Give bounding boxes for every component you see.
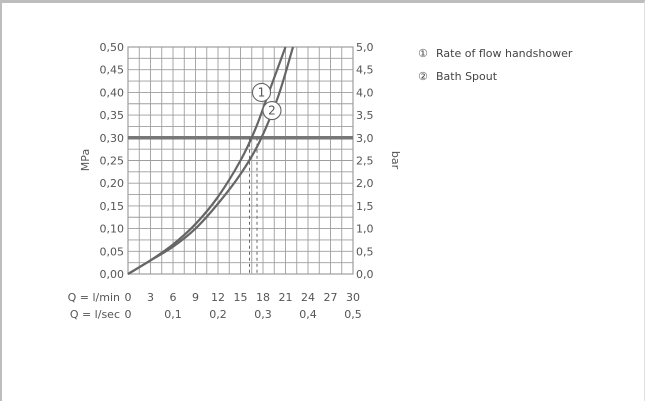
x-lsec-axis-title: Q = l/sec [70, 308, 120, 321]
x-lmin-tick-label: 24 [301, 291, 315, 304]
curve-marker-circle-1 [251, 82, 272, 102]
reference-flow-dashes [249, 137, 258, 274]
x-lsec-tick-label: 0,1 [164, 308, 182, 321]
y-right-tick-label: 4,5 [356, 64, 374, 77]
y-right-tick-label: 3,0 [356, 132, 374, 145]
legend-item-1: Rate of flow handshower [436, 47, 573, 60]
x-lmin-axis-title: Q = l/min [68, 291, 120, 304]
curve-marker-label-2: 2 [268, 104, 276, 118]
y-left-tick-label: 0,20 [100, 177, 125, 190]
y-right-tick-label: 1,5 [356, 200, 374, 213]
x-lsec-tick-label: 0,3 [254, 308, 272, 321]
legend-marker-1: ① [418, 47, 428, 60]
x-lmin-tick-label: 21 [279, 291, 293, 304]
x-lmin-tick-label: 30 [346, 291, 360, 304]
x-lmin-tick-label: 6 [170, 291, 177, 304]
x-lsec-tick-label: 0,2 [209, 308, 227, 321]
y-right-tick-label: 1,0 [356, 223, 374, 236]
y-left-axis-title: MPa [79, 149, 92, 171]
curve-marker-label-1: 1 [258, 85, 266, 99]
x-lmin-tick-label: 15 [234, 291, 248, 304]
x-lmin-tick-label: 9 [192, 291, 199, 304]
legend: ① Rate of flow handshower ② Bath Spout [418, 47, 573, 83]
plot-area-border [127, 46, 354, 275]
x-lmin-tick-label: 27 [324, 291, 338, 304]
x-lmin-tick-label: 18 [256, 291, 270, 304]
x-lmin-tick-label: 3 [147, 291, 154, 304]
y-right-axis-title: bar [389, 151, 402, 170]
y-left-tick-label: 0,15 [100, 200, 125, 213]
y-left-tick-label: 0,50 [100, 41, 125, 54]
x-lsec-tick-label: 0,4 [299, 308, 317, 321]
curve-marker-circle-2 [262, 101, 282, 121]
x-lmin-tick-label: 12 [211, 291, 225, 304]
y-left-tick-label: 0,40 [100, 86, 125, 99]
y-right-tick-label: 0,5 [356, 245, 374, 258]
y-left-tick-label: 0,10 [100, 223, 125, 236]
y-left-tick-label: 0,45 [100, 64, 125, 77]
y-left-tick-label: 0,25 [100, 155, 125, 168]
x-lmin-tick-label: 0 [125, 291, 132, 304]
y-left-tick-label: 0,00 [100, 268, 125, 281]
tick-labels: 0,000,050,100,150,200,250,300,350,400,45… [100, 41, 374, 321]
y-left-tick-label: 0,05 [100, 245, 125, 258]
y-right-tick-label: 2,0 [356, 177, 374, 190]
y-right-tick-label: 5,0 [356, 41, 374, 54]
y-left-tick-label: 0,35 [100, 109, 125, 122]
y-left-tick-label: 0,30 [100, 132, 125, 145]
y-right-tick-label: 4,0 [356, 86, 374, 99]
y-right-tick-label: 3,5 [356, 109, 374, 122]
y-right-tick-label: 2,5 [356, 155, 374, 168]
legend-marker-2: ② [418, 70, 428, 83]
curve-labels: 12 [251, 82, 282, 121]
legend-item-2: Bath Spout [436, 70, 498, 83]
x-lsec-tick-label: 0 [125, 308, 132, 321]
x-lsec-tick-label: 0,5 [344, 308, 362, 321]
y-right-tick-label: 0,0 [356, 268, 374, 281]
